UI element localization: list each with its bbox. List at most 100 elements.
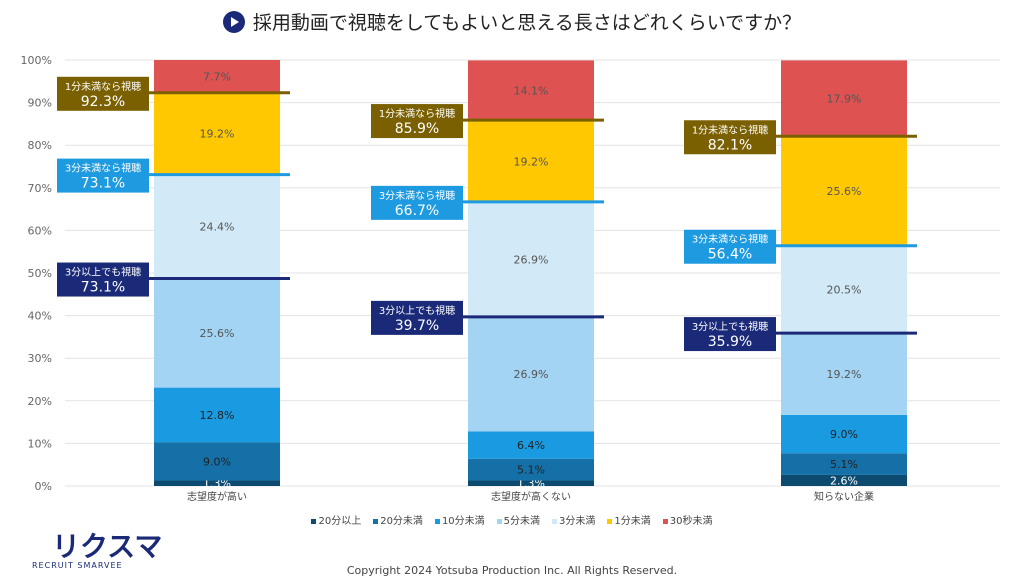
title-text: 採用動画で視聴をしてもよいと思える長さはどれくらいですか？: [252, 12, 802, 34]
legend-swatch: [373, 518, 379, 524]
annotation-label: 3分未満なら視聴: [65, 162, 141, 175]
data-label: 20.5%: [827, 283, 862, 296]
annotation-box: [684, 317, 776, 352]
data-label: 12.8%: [200, 409, 235, 422]
data-label: 6.4%: [517, 439, 545, 452]
play-icon: [222, 10, 245, 33]
y-tick-label: 30%: [28, 352, 52, 365]
data-label: 26.9%: [514, 368, 549, 381]
bar-segment: [781, 136, 907, 246]
y-tick-label: 10%: [28, 437, 52, 450]
legend-swatch: [662, 518, 668, 524]
copyright: Copyright 2024 Yotsuba Production Inc. A…: [346, 564, 678, 577]
bar-segment: [154, 442, 280, 481]
annotation-box: [57, 158, 149, 193]
annotation-value: 66.7%: [395, 203, 439, 219]
legend-item: 5分未満: [496, 512, 540, 527]
bar-segment: [154, 60, 280, 93]
annotation-label: 1分未満なら視聴: [65, 80, 141, 93]
annotation-value: 39.7%: [395, 318, 439, 334]
annotation-box: [371, 300, 463, 335]
data-label: 1.3%: [203, 477, 231, 490]
bar-segment: [468, 458, 594, 481]
annotation-box: [57, 262, 149, 297]
legend-item: 30秒未満: [662, 512, 713, 527]
y-tick-label: 0%: [35, 480, 52, 493]
annotation-value: 35.9%: [708, 334, 752, 350]
bar-segment: [154, 480, 280, 486]
annotation-box: [684, 229, 776, 264]
bar-segment: [468, 431, 594, 459]
data-label: 2.6%: [830, 474, 858, 487]
annotation-box: [371, 104, 463, 139]
bar-segment: [154, 174, 280, 279]
legend-item: 20分以上: [311, 512, 361, 527]
y-tick-label: 40%: [28, 310, 52, 323]
y-tick-label: 50%: [28, 267, 52, 280]
annotation-value: 82.1%: [708, 137, 752, 153]
data-label: 25.6%: [827, 185, 862, 198]
chart-title: 採用動画で視聴をしてもよいと思える長さはどれくらいですか？: [0, 8, 1024, 35]
legend-swatch: [434, 518, 440, 524]
bar-segment: [781, 474, 907, 486]
bar-segment: [468, 480, 594, 486]
bar-segment: [781, 333, 907, 415]
annotation-label: 3分未満なら視聴: [379, 189, 455, 202]
annotation-box: [684, 120, 776, 155]
legend-item: 20分未満: [373, 512, 423, 527]
bar-segment: [781, 414, 907, 454]
y-tick-label: 100%: [21, 54, 52, 67]
annotation-box: [57, 76, 149, 111]
bar-segment: [781, 453, 907, 475]
data-label: 5.1%: [830, 458, 858, 471]
data-label: 19.2%: [200, 128, 235, 141]
x-tick-label: 志望度が高い: [187, 490, 247, 503]
logo: リクスマ RECRUIT SMARVEE: [32, 530, 163, 571]
legend-swatch: [552, 518, 558, 524]
legend-swatch: [496, 518, 502, 524]
data-label: 19.2%: [827, 368, 862, 381]
data-label: 5.1%: [517, 464, 545, 477]
legend-item: 1分未満: [607, 512, 651, 527]
bar-segment: [468, 60, 594, 121]
bar-segment: [154, 387, 280, 443]
legend-item: 3分未満: [552, 512, 595, 527]
bar-segment: [154, 92, 280, 175]
bar-segment: [468, 202, 594, 317]
annotation-value: 73.1%: [81, 176, 125, 192]
data-label: 24.4%: [200, 221, 235, 234]
data-label: 19.2%: [514, 155, 549, 168]
data-label: 14.1%: [514, 84, 549, 97]
y-tick-label: 80%: [28, 139, 52, 152]
bar-segment: [468, 120, 594, 203]
data-label: 26.9%: [514, 254, 549, 267]
annotation-value: 73.1%: [81, 280, 125, 296]
y-tick-label: 90%: [28, 97, 52, 110]
x-tick-label: 志望度が高くない: [491, 490, 571, 503]
bar-segment: [154, 278, 280, 388]
data-label: 25.6%: [200, 327, 235, 340]
y-tick-label: 60%: [28, 224, 52, 237]
data-label: 9.0%: [830, 428, 858, 441]
bar-segment: [781, 245, 907, 334]
x-tick-label: 知らない企業: [814, 490, 874, 503]
bar-segment: [468, 316, 594, 432]
annotation-box: [371, 185, 463, 220]
legend-swatch: [311, 518, 317, 524]
y-tick-label: 20%: [28, 395, 52, 408]
annotation-label: 3分以上でも視聴: [692, 320, 768, 333]
annotation-label: 3分以上でも視聴: [65, 266, 141, 279]
annotation-label: 1分未満なら視聴: [692, 123, 768, 136]
legend: 20分以上 20分未満 10分未満 5分未満 3分未満 1分未満 30秒未満: [0, 512, 1024, 527]
bar-segment: [781, 60, 907, 137]
data-label: 17.9%: [827, 93, 862, 106]
annotation-value: 56.4%: [708, 247, 752, 263]
legend-swatch: [607, 518, 613, 524]
data-label: 7.7%: [203, 70, 231, 83]
annotation-value: 92.3%: [81, 94, 125, 110]
stacked-bar-chart: 0% 10% 20% 30% 40% 50% 60% 70% 80% 90% 100% 1.3% 9.0…: [21, 54, 1000, 503]
annotation-value: 85.9%: [395, 121, 439, 137]
annotation-label: 1分未満なら視聴: [379, 107, 455, 120]
data-label: 1.3%: [517, 477, 545, 490]
legend-item: 10分未満: [434, 512, 485, 527]
